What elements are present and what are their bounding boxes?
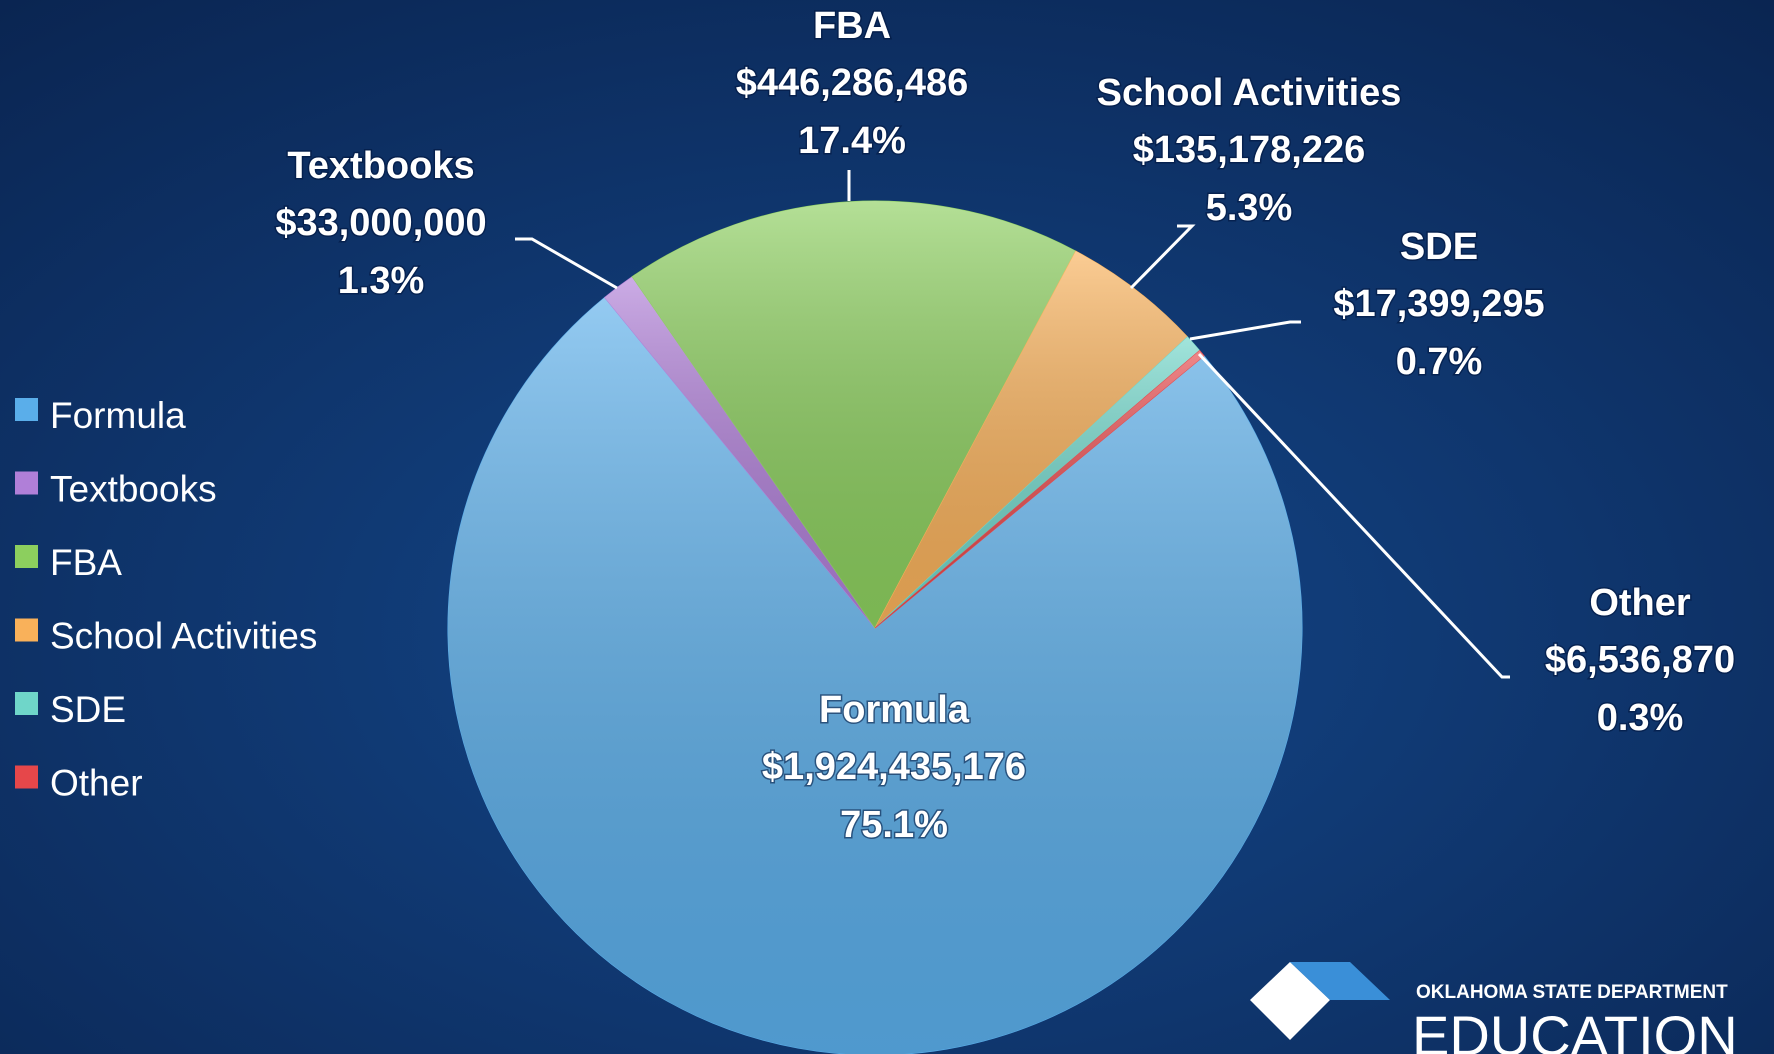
slice-shade <box>448 297 1302 1054</box>
legend-swatch <box>15 618 38 642</box>
percent-label: 75.1% <box>840 804 948 846</box>
leader-line <box>515 237 618 290</box>
logo-line2: EDUCATION <box>1412 1004 1738 1054</box>
logo-mark <box>1290 962 1390 1000</box>
logo-line1: OKLAHOMA STATE DEPARTMENT <box>1416 982 1728 1003</box>
legend-swatch <box>15 765 38 789</box>
logo-mark <box>1250 962 1330 1040</box>
value-label: $135,178,226 <box>1133 129 1365 171</box>
legend-swatch <box>15 471 38 495</box>
percent-label: 1.3% <box>338 260 425 302</box>
legend-label: Textbooks <box>50 468 217 509</box>
legend-label: Other <box>50 762 143 803</box>
value-label: $6,536,870 <box>1545 639 1735 681</box>
value-label: $1,924,435,176 <box>762 746 1026 788</box>
slice-shade <box>875 336 1200 628</box>
slice-shade <box>632 200 1076 628</box>
legend-label: Formula <box>50 395 186 436</box>
slice-shade <box>875 251 1188 629</box>
legend-swatch <box>15 398 38 421</box>
value-label: $17,399,295 <box>1333 283 1544 325</box>
legend-label: SDE <box>50 689 126 730</box>
leader-line <box>1129 224 1196 290</box>
category-label: School Activities <box>1097 72 1402 114</box>
category-label: Formula <box>819 689 970 731</box>
percent-label: 17.4% <box>798 120 906 162</box>
legend-label: FBA <box>50 542 122 583</box>
legend-swatch <box>15 545 38 568</box>
category-label: SDE <box>1400 226 1478 268</box>
pie <box>447 200 1303 1054</box>
percent-label: 0.3% <box>1597 697 1684 739</box>
legend-swatch <box>15 692 38 715</box>
value-label: $33,000,000 <box>275 202 486 244</box>
legend: Formula Textbooks FBA School Activities SDE O… <box>15 395 317 803</box>
legend-label: School Activities <box>50 615 317 656</box>
slice-shade <box>875 350 1205 628</box>
leader-line <box>1197 352 1510 679</box>
slice-shade <box>604 276 875 628</box>
leader-line <box>1189 320 1301 341</box>
category-label: Other <box>1589 582 1691 624</box>
value-label: $446,286,486 <box>736 62 968 104</box>
labels: Formula $1,924,435,176 75.1% Textbooks $33,0… <box>274 4 1737 848</box>
logo: OKLAHOMA STATE DEPARTMENT EDUCATION <box>1250 962 1738 1054</box>
category-label: Textbooks <box>287 145 474 187</box>
percent-label: 0.7% <box>1396 341 1483 383</box>
category-label: FBA <box>813 5 891 47</box>
percent-label: 5.3% <box>1206 187 1293 229</box>
